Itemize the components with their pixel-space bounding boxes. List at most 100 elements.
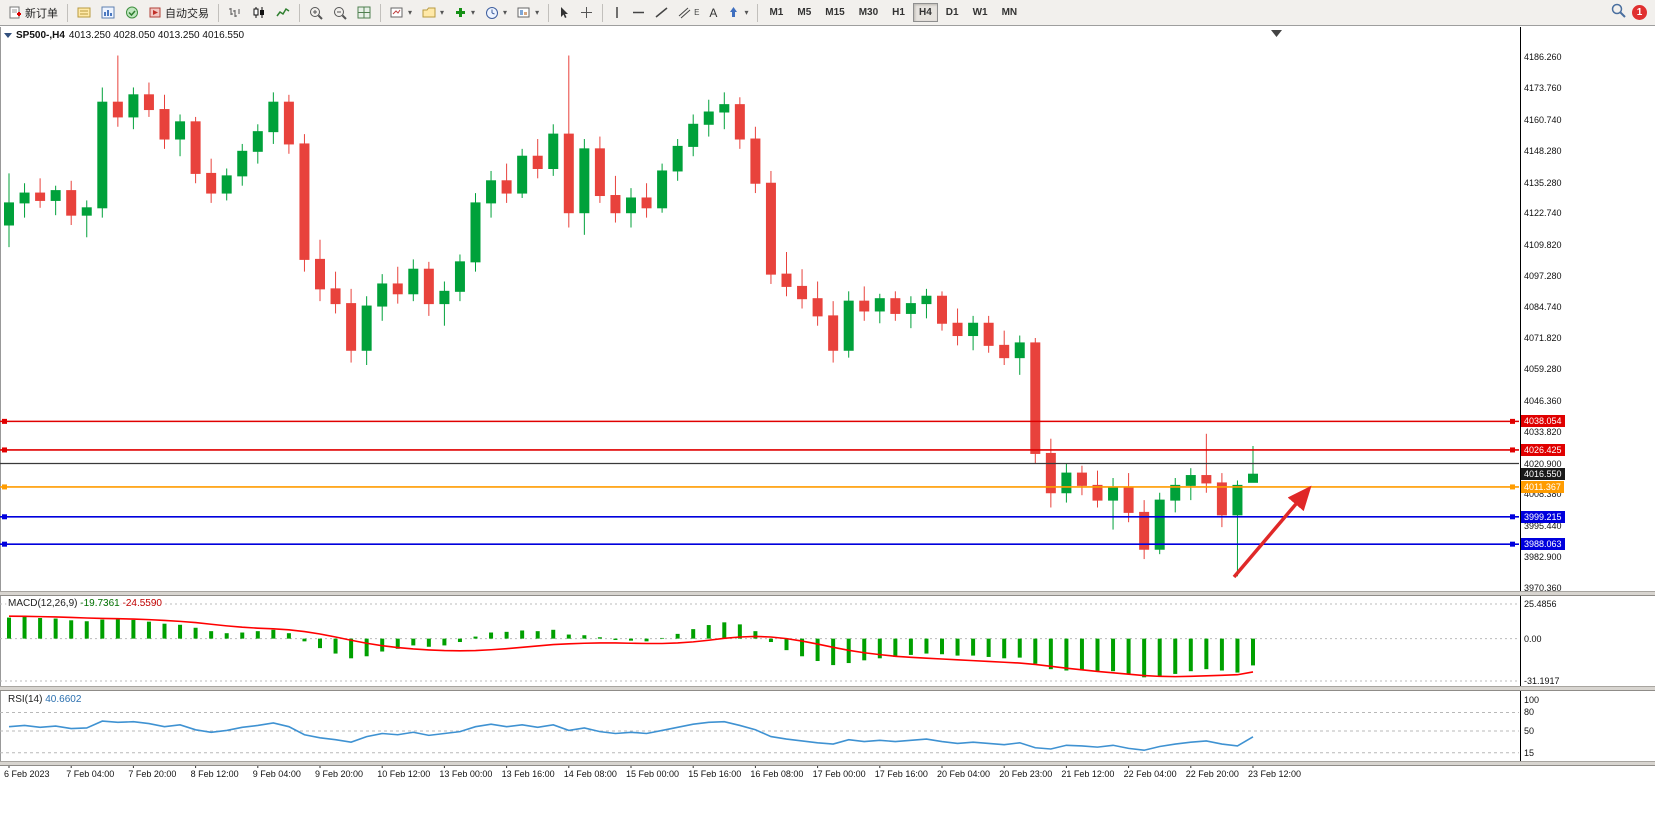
price-tick-label: 4122.740 xyxy=(1524,208,1562,219)
rsi-indicator-label: RSI(14) 40.6602 xyxy=(6,694,84,705)
price-tick-label: 4071.820 xyxy=(1524,333,1562,344)
toolbar-right-group: 1 xyxy=(1611,3,1651,23)
price-tick-label: 3982.900 xyxy=(1524,551,1562,562)
time-axis-label: 9 Feb 04:00 xyxy=(252,769,301,779)
main-toolbar: 新订单 自动交易 ▾ ▾ ▾ ▾ ▾ E A ▾ M1 M5 M15 M30 H1 H4 D… xyxy=(0,0,1655,26)
price-tick-label: 4046.360 xyxy=(1524,395,1562,406)
time-axis-label: 20 Feb 04:00 xyxy=(937,769,991,779)
rsi-name: RSI(14) xyxy=(8,694,43,705)
trendline-button[interactable] xyxy=(651,3,672,22)
crosshair-button[interactable] xyxy=(576,3,597,22)
price-tick-label: 4084.740 xyxy=(1524,301,1562,312)
hline-price-badge: 4011.367 xyxy=(1521,480,1564,493)
price-tick-label: 4097.280 xyxy=(1524,270,1562,281)
price-tick-label: 3970.360 xyxy=(1524,582,1562,593)
timeframe-D1[interactable]: D1 xyxy=(945,7,959,18)
time-axis-label: 23 Feb 12:00 xyxy=(1248,769,1302,779)
new-chart-button[interactable]: ▾ xyxy=(386,3,416,22)
bar-chart-button[interactable] xyxy=(224,3,246,22)
zoom-out-button[interactable] xyxy=(329,3,351,23)
price-tick-label: 4059.280 xyxy=(1524,364,1562,375)
toolbar-separator xyxy=(548,3,550,22)
rsi-tick-label: 100 xyxy=(1524,695,1540,706)
notification-badge[interactable]: 1 xyxy=(1632,5,1647,20)
time-axis-label: 16 Feb 08:00 xyxy=(750,769,804,779)
macd-main-value: -19.7361 xyxy=(80,598,120,609)
time-axis-label: 10 Feb 12:00 xyxy=(377,769,431,779)
time-axis-label: 15 Feb 00:00 xyxy=(626,769,680,779)
market-watch-button[interactable] xyxy=(73,3,95,22)
macd-name: MACD(12,26,9) xyxy=(8,598,78,609)
toolbar-separator xyxy=(757,3,759,22)
price-tick-label: 4173.760 xyxy=(1524,83,1562,94)
vertical-line-button[interactable] xyxy=(608,3,626,22)
timeframe-MN[interactable]: MN xyxy=(1001,7,1018,18)
chevron-down-icon: ▾ xyxy=(408,8,413,17)
new-order-button[interactable]: 新订单 xyxy=(5,2,62,24)
zoom-in-button[interactable] xyxy=(305,3,327,23)
time-axis-label: 15 Feb 16:00 xyxy=(688,769,742,779)
templates-button[interactable]: ▾ xyxy=(513,3,543,22)
chart-ohlc-quote: 4013.250 4028.050 4013.250 4016.550 xyxy=(68,30,245,41)
price-tick-label: 4148.280 xyxy=(1524,145,1562,156)
chevron-down-icon: ▾ xyxy=(744,8,749,17)
time-axis-label: 14 Feb 08:00 xyxy=(563,769,617,779)
timeframe-M5[interactable]: M5 xyxy=(797,7,812,18)
toolbar-separator xyxy=(67,3,68,22)
time-axis-label: 13 Feb 00:00 xyxy=(439,769,493,779)
indicators-button[interactable]: ▾ xyxy=(450,3,479,22)
time-axis-label: 17 Feb 16:00 xyxy=(874,769,928,779)
time-axis-label: 7 Feb 04:00 xyxy=(66,769,115,779)
chevron-down-icon: ▾ xyxy=(440,8,445,17)
text-tool-label: A xyxy=(709,5,718,20)
hline-price-badge: 4038.054 xyxy=(1521,415,1565,428)
equidistant-channel-button[interactable]: E xyxy=(674,3,703,22)
hline-price-badge: 3999.215 xyxy=(1521,510,1565,523)
line-chart-button[interactable] xyxy=(272,3,294,22)
auto-trading-button[interactable]: 自动交易 xyxy=(145,2,213,24)
time-axis-label: 21 Feb 12:00 xyxy=(1061,769,1115,779)
panel-separator-rsi[interactable] xyxy=(0,686,1655,691)
auto-trading-icon xyxy=(149,6,162,19)
cursor-button[interactable] xyxy=(554,3,574,22)
chevron-down-icon: ▾ xyxy=(471,8,476,17)
panel-separator-macd[interactable] xyxy=(0,591,1655,596)
chevron-down-icon: ▾ xyxy=(503,8,508,17)
chart-symbol-period: SP500-,H4 xyxy=(16,30,65,41)
chart-window-title: SP500-,H4 4013.250 4028.050 4013.250 401… xyxy=(4,30,244,41)
horizontal-line-button[interactable] xyxy=(628,3,649,22)
time-axis-label: 7 Feb 20:00 xyxy=(128,769,177,779)
arrows-tool-button[interactable]: ▾ xyxy=(723,3,752,22)
text-tool-button[interactable]: A xyxy=(705,3,721,23)
price-tick-label: 4186.260 xyxy=(1524,52,1562,63)
terminal-button[interactable] xyxy=(121,3,143,22)
toolbar-separator xyxy=(602,3,604,22)
profiles-button[interactable]: ▾ xyxy=(418,3,448,22)
tile-windows-button[interactable] xyxy=(353,3,375,22)
toolbar-separator xyxy=(299,3,300,22)
chart-dropdown-icon[interactable] xyxy=(4,33,12,38)
time-axis-label: 9 Feb 20:00 xyxy=(315,769,364,779)
candlestick-chart-button[interactable] xyxy=(248,3,270,22)
timeframe-H1[interactable]: H1 xyxy=(892,7,905,18)
channel-tool-label: E xyxy=(694,8,700,17)
time-axis-label: 6 Feb 2023 xyxy=(4,769,50,779)
new-order-label: 新订单 xyxy=(25,7,58,20)
timeframe-toolbar: M1 M5 M15 M30 H1 H4 D1 W1 MN xyxy=(762,3,1024,22)
toolbar-separator xyxy=(218,3,219,22)
macd-tick-label: -31.1917 xyxy=(1524,675,1560,686)
data-window-button[interactable] xyxy=(97,3,119,22)
timeframe-H4[interactable]: H4 xyxy=(912,3,938,22)
time-axis-label: 17 Feb 00:00 xyxy=(812,769,866,779)
timeframe-M30[interactable]: M30 xyxy=(858,7,879,18)
search-icon[interactable] xyxy=(1611,3,1626,23)
price-tick-label: 4008.380 xyxy=(1524,489,1562,500)
current-price-badge: 4016.550 xyxy=(1521,468,1565,481)
timeframe-M15[interactable]: M15 xyxy=(825,7,845,18)
timeframe-M1[interactable]: M1 xyxy=(769,7,784,18)
timeframe-W1[interactable]: W1 xyxy=(972,7,988,18)
periods-button[interactable]: ▾ xyxy=(481,3,511,23)
time-axis-label: 22 Feb 04:00 xyxy=(1123,769,1177,779)
hline-price-badge: 3988.063 xyxy=(1521,538,1565,551)
